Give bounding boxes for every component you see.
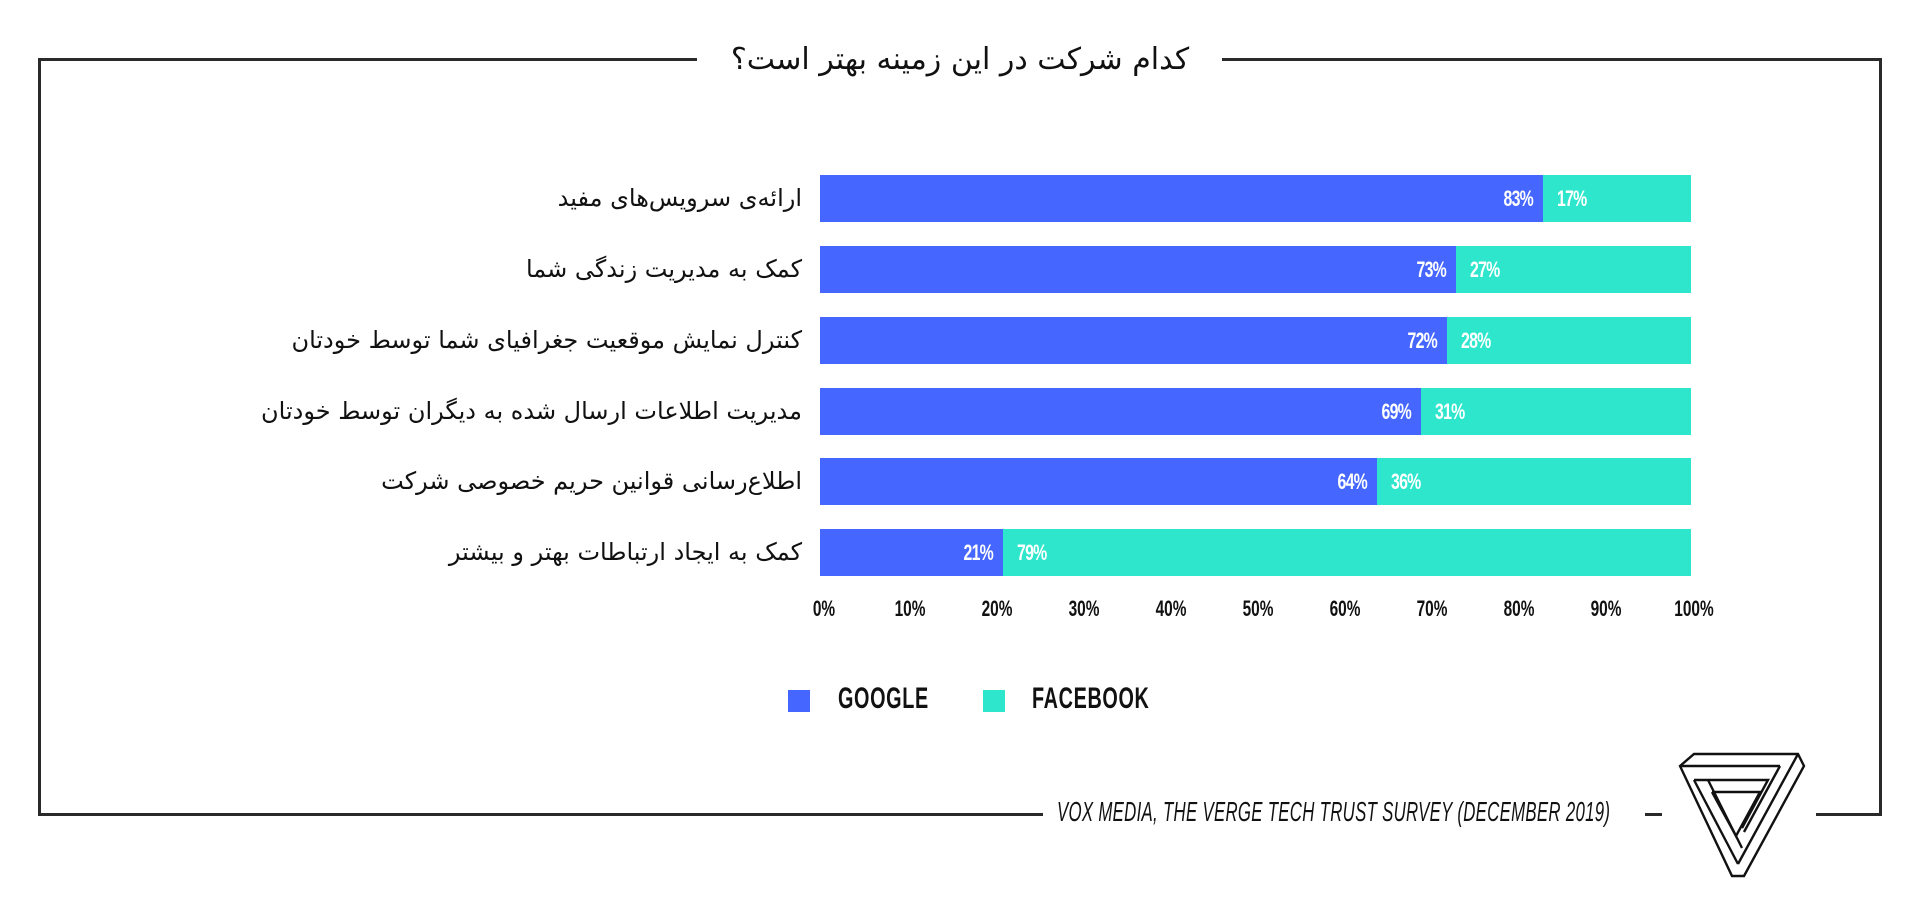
bar-segment-facebook: 28% xyxy=(1447,317,1691,364)
frame-bottom-dash xyxy=(1645,813,1662,816)
value-label-facebook: 17% xyxy=(1556,186,1587,211)
value-label-google: 72% xyxy=(1407,328,1438,353)
category-label: کنترل نمایش موقعیت جغرافیای شما توسط خود… xyxy=(291,326,802,354)
x-tick-label: 90% xyxy=(1590,596,1622,621)
category-label: اطلاع‌رسانی قوانین حریم خصوصی شرکت xyxy=(381,467,802,495)
value-label-facebook: 27% xyxy=(1469,257,1500,282)
x-tick-label: 10% xyxy=(894,596,926,621)
bar-row: 83% 17% xyxy=(820,175,1691,222)
frame-top-left-line xyxy=(39,58,697,61)
bar-segment-facebook: 31% xyxy=(1420,388,1691,435)
frame-bottom-right-line xyxy=(1816,813,1882,816)
frame-bottom-left-line xyxy=(38,813,1043,816)
value-label-facebook: 79% xyxy=(1016,540,1047,565)
x-tick-label: 40% xyxy=(1155,596,1187,621)
value-label-google: 73% xyxy=(1416,257,1446,282)
category-label: کمک به ایجاد ارتباطات بهتر و بیشتر xyxy=(448,538,802,566)
value-label-facebook: 36% xyxy=(1391,469,1421,494)
bar-segment-google: 73% xyxy=(820,246,1456,293)
value-label-facebook: 28% xyxy=(1461,328,1491,353)
x-tick-label: 0% xyxy=(812,596,836,621)
bar-segment-google: 83% xyxy=(820,175,1543,222)
category-label: کمک به مدیریت زندگی شما xyxy=(525,255,802,283)
x-tick-label: 30% xyxy=(1068,596,1100,621)
x-tick-label: 80% xyxy=(1503,596,1535,621)
legend-swatch-google xyxy=(788,690,810,712)
legend-label-google: GOOGLE xyxy=(838,682,929,715)
x-tick-label: 100% xyxy=(1674,596,1714,621)
chart-title: کدام شرکت در این زمینه بهتر است؟ xyxy=(730,42,1190,77)
bar-segment-google: 64% xyxy=(820,458,1378,505)
value-label-google: 64% xyxy=(1337,469,1368,494)
bar-row: 21% 79% xyxy=(820,529,1691,576)
bar-segment-facebook: 79% xyxy=(1002,529,1691,576)
value-label-google: 21% xyxy=(963,540,993,565)
value-label-google: 69% xyxy=(1381,399,1411,424)
bar-row: 69% 31% xyxy=(820,388,1691,435)
frame-right-line xyxy=(1879,58,1882,816)
x-tick-label: 60% xyxy=(1329,596,1361,621)
frame-top-right-line xyxy=(1222,58,1882,61)
legend-label-facebook: FACEBOOK xyxy=(1032,682,1150,715)
category-label: ارائه‌ی سرویس‌های مفید xyxy=(557,184,802,212)
x-tick-label: 50% xyxy=(1242,596,1274,621)
x-tick-label: 20% xyxy=(981,596,1013,621)
category-label: مدیریت اطلاعات ارسال شده به دیگران توسط … xyxy=(261,397,802,425)
x-tick-label: 70% xyxy=(1416,596,1448,621)
bar-segment-facebook: 27% xyxy=(1455,246,1691,293)
value-label-google: 83% xyxy=(1503,186,1533,211)
legend-swatch-facebook xyxy=(983,690,1005,712)
the-verge-logo-icon xyxy=(1678,752,1806,878)
bar-segment-facebook: 36% xyxy=(1377,458,1691,505)
frame-left-line xyxy=(38,58,41,816)
bar-row: 73% 27% xyxy=(820,246,1691,293)
value-label-facebook: 31% xyxy=(1434,399,1465,424)
bar-row: 72% 28% xyxy=(820,317,1691,364)
bar-row: 64% 36% xyxy=(820,458,1691,505)
source-caption: VOX MEDIA, THE VERGE TECH TRUST SURVEY (… xyxy=(1057,796,1611,827)
bar-segment-google: 72% xyxy=(820,317,1448,364)
bar-segment-google: 21% xyxy=(820,529,1003,576)
bar-segment-facebook: 17% xyxy=(1542,175,1691,222)
bar-segment-google: 69% xyxy=(820,388,1421,435)
